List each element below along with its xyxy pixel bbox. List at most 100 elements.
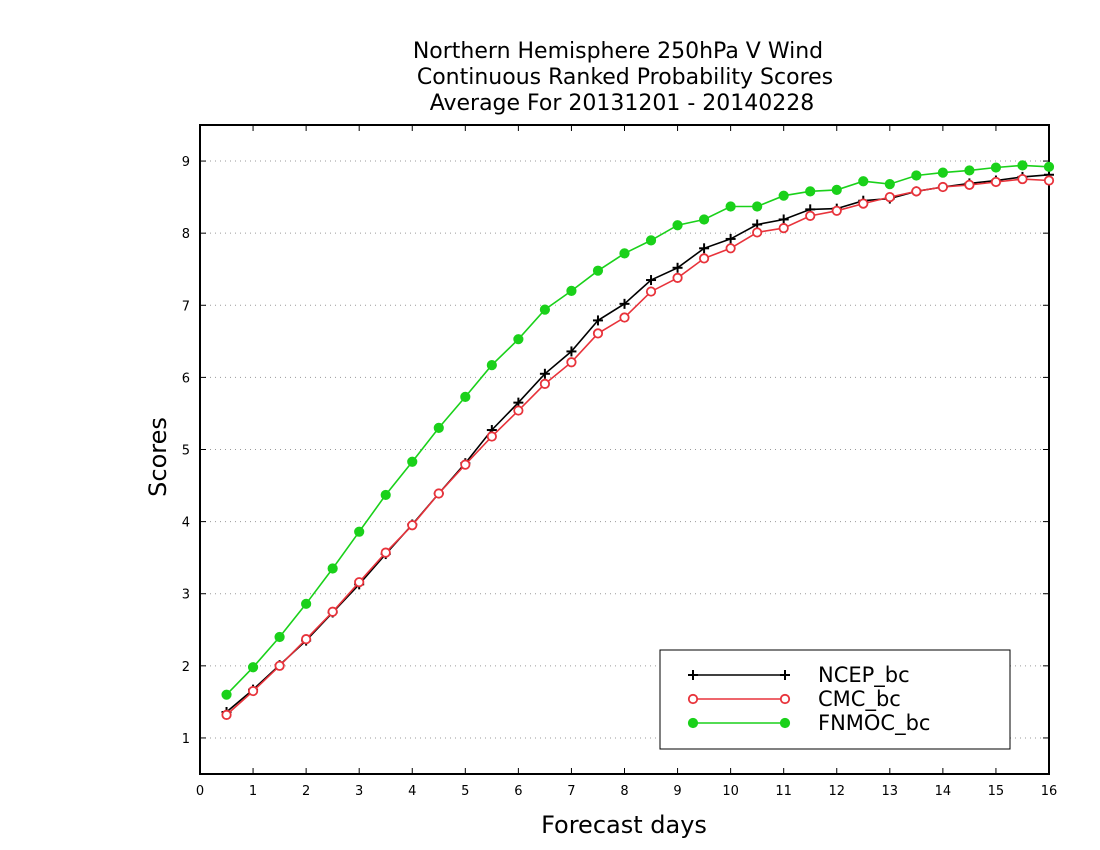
data-point-fnmoc-bc xyxy=(460,391,471,402)
data-point-ncep-bc xyxy=(672,262,683,273)
data-point-fnmoc-bc xyxy=(274,631,285,643)
data-point-fnmoc-bc xyxy=(964,165,975,176)
data-point-fnmoc-bc xyxy=(645,235,657,246)
data-point-cmc-bc xyxy=(513,405,524,416)
data-point-fnmoc-bc xyxy=(592,265,604,276)
y-tick-label: 2 xyxy=(182,660,190,675)
x-tick-label: 3 xyxy=(355,784,363,799)
data-point-ncep-bc xyxy=(699,243,710,254)
data-point-cmc-bc xyxy=(778,223,789,234)
y-axis-label: Scores xyxy=(144,417,172,497)
x-tick-label: 13 xyxy=(882,784,899,799)
data-point-fnmoc-bc xyxy=(911,170,922,181)
data-point-fnmoc-bc xyxy=(1043,161,1055,172)
data-point-fnmoc-bc xyxy=(672,220,683,231)
data-point-cmc-bc xyxy=(407,520,418,531)
chart-title-line-2: Continuous Ranked Probability Scores xyxy=(417,65,833,90)
x-tick-label: 0 xyxy=(196,784,204,799)
x-tick-label: 6 xyxy=(514,784,522,799)
x-tick-label: 15 xyxy=(988,784,1005,799)
legend-label-fnmoc-bc: FNMOC_bc xyxy=(818,711,930,736)
x-axis-label: Forecast days xyxy=(541,811,707,839)
data-point-cmc-bc xyxy=(380,547,391,558)
data-point-cmc-bc xyxy=(698,253,710,264)
legend-marker-ncep-bc xyxy=(780,670,790,680)
data-point-cmc-bc xyxy=(645,286,657,297)
data-point-cmc-bc xyxy=(592,328,604,339)
x-tick-label: 8 xyxy=(620,784,628,799)
y-tick-label: 8 xyxy=(182,227,190,242)
data-point-fnmoc-bc xyxy=(513,334,524,345)
y-tick-label: 7 xyxy=(182,299,190,314)
data-point-fnmoc-bc xyxy=(752,201,763,212)
data-point-cmc-bc xyxy=(884,192,895,203)
data-point-cmc-bc xyxy=(327,606,338,617)
data-point-cmc-bc xyxy=(486,431,497,442)
plot-frame xyxy=(199,124,1050,775)
data-point-fnmoc-bc xyxy=(858,176,869,187)
y-tick-label: 1 xyxy=(182,732,190,747)
x-tick-label: 4 xyxy=(408,784,416,799)
y-tick-label: 6 xyxy=(182,371,190,386)
legend-box xyxy=(659,649,1011,750)
data-point-cmc-bc xyxy=(831,205,842,216)
chart-title-line-1: Northern Hemisphere 250hPa V Wind xyxy=(413,39,823,64)
data-point-cmc-bc xyxy=(247,685,259,697)
data-point-fnmoc-bc xyxy=(433,422,444,433)
data-point-ncep-bc xyxy=(619,298,630,309)
y-tick-label: 9 xyxy=(182,155,190,170)
series-line-cmc-bc xyxy=(225,178,1050,716)
data-point-cmc-bc xyxy=(301,634,312,645)
data-point-cmc-bc xyxy=(221,709,232,720)
x-tick-label: 12 xyxy=(828,784,845,799)
y-tick-label: 3 xyxy=(182,588,190,603)
legend-marker-fnmoc-bc xyxy=(687,717,699,729)
x-tick-label: 10 xyxy=(722,784,739,799)
x-tick-label: 1 xyxy=(249,784,257,799)
data-point-cmc-bc xyxy=(354,577,365,588)
legend-marker-fnmoc-bc xyxy=(779,717,791,729)
x-tick-label: 11 xyxy=(775,784,792,799)
x-tick-label: 5 xyxy=(461,784,469,799)
data-point-cmc-bc xyxy=(937,181,948,193)
data-point-fnmoc-bc xyxy=(778,190,789,201)
data-point-cmc-bc xyxy=(460,459,471,470)
data-point-fnmoc-bc xyxy=(221,689,232,700)
data-point-fnmoc-bc xyxy=(990,162,1002,173)
chart-title: Northern Hemisphere 250hPa V Wind Contin… xyxy=(413,39,833,116)
data-point-cmc-bc xyxy=(990,176,1002,188)
data-point-cmc-bc xyxy=(1017,173,1028,185)
data-point-ncep-bc xyxy=(566,346,577,357)
data-point-fnmoc-bc xyxy=(486,360,497,371)
legend-label-cmc-bc: CMC_bc xyxy=(818,687,901,712)
data-point-fnmoc-bc xyxy=(937,167,948,178)
data-point-cmc-bc xyxy=(1043,175,1055,186)
data-point-cmc-bc xyxy=(725,243,736,254)
data-point-cmc-bc xyxy=(619,312,630,323)
data-point-fnmoc-bc xyxy=(301,598,312,609)
data-point-ncep-bc xyxy=(539,368,550,379)
legend-label-ncep-bc: NCEP_bc xyxy=(818,663,910,688)
data-point-ncep-bc xyxy=(778,214,789,225)
series-lines xyxy=(221,160,1055,720)
chart-title-line-3: Average For 20131201 - 20140228 xyxy=(430,91,815,116)
data-point-cmc-bc xyxy=(911,186,922,197)
legend-marker-ncep-bc xyxy=(688,670,698,680)
data-point-ncep-bc xyxy=(592,315,603,326)
legend-marker-cmc-bc xyxy=(687,693,699,705)
data-point-cmc-bc xyxy=(672,272,683,283)
data-point-fnmoc-bc xyxy=(831,184,842,195)
data-point-fnmoc-bc xyxy=(407,456,418,467)
data-point-fnmoc-bc xyxy=(725,201,736,212)
data-point-cmc-bc xyxy=(566,357,577,368)
data-point-ncep-bc xyxy=(646,275,657,286)
data-point-fnmoc-bc xyxy=(884,179,895,190)
series-line-fnmoc-bc xyxy=(225,164,1050,696)
data-point-cmc-bc xyxy=(539,378,551,389)
y-tick-label: 4 xyxy=(182,516,190,531)
data-point-cmc-bc xyxy=(274,660,285,671)
series-line-ncep-bc xyxy=(225,174,1050,713)
data-point-fnmoc-bc xyxy=(566,285,577,296)
